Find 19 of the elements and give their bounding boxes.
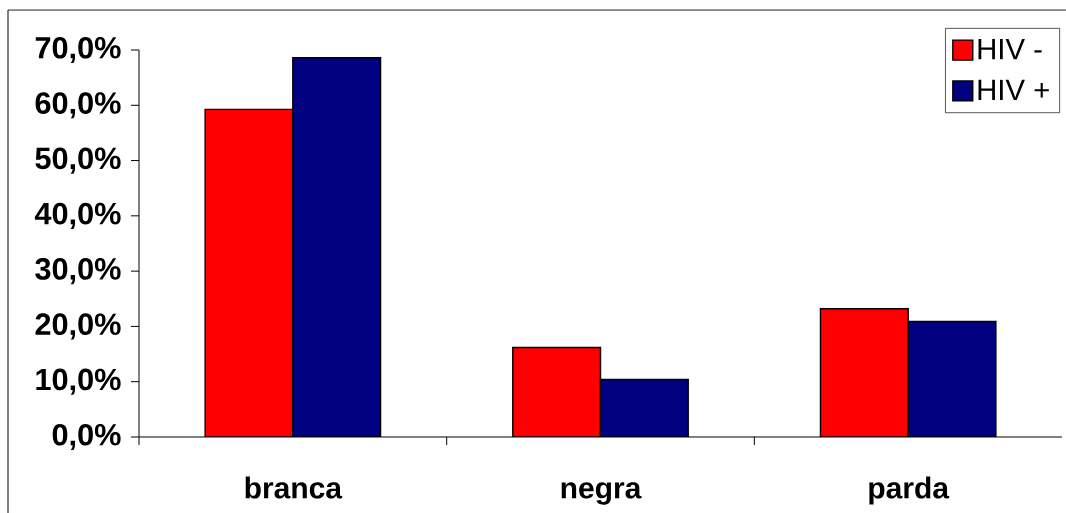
y-tick-label: 50,0% <box>35 147 121 174</box>
x-tick-label: parda <box>869 476 950 505</box>
bar <box>599 378 689 437</box>
y-tick-label: 30,0% <box>35 258 121 285</box>
y-tick-label: 40,0% <box>34 202 121 229</box>
bar <box>819 307 909 437</box>
bar <box>907 320 997 437</box>
bar <box>512 346 602 437</box>
x-tick-label: negra <box>561 482 642 505</box>
bar <box>204 108 294 437</box>
legend-label: HIV - <box>978 39 1042 60</box>
y-tick-label: 60,0% <box>35 92 121 119</box>
y-tick-label: 20,0% <box>35 313 121 340</box>
bar <box>292 56 382 437</box>
y-tick-label: 10,0% <box>36 368 121 395</box>
y-tick-label: 0,0% <box>52 423 121 451</box>
y-tick-label: 70,0% <box>35 36 121 64</box>
legend-label: HIV + <box>978 79 1049 101</box>
x-tick-label: branca <box>245 476 343 499</box>
